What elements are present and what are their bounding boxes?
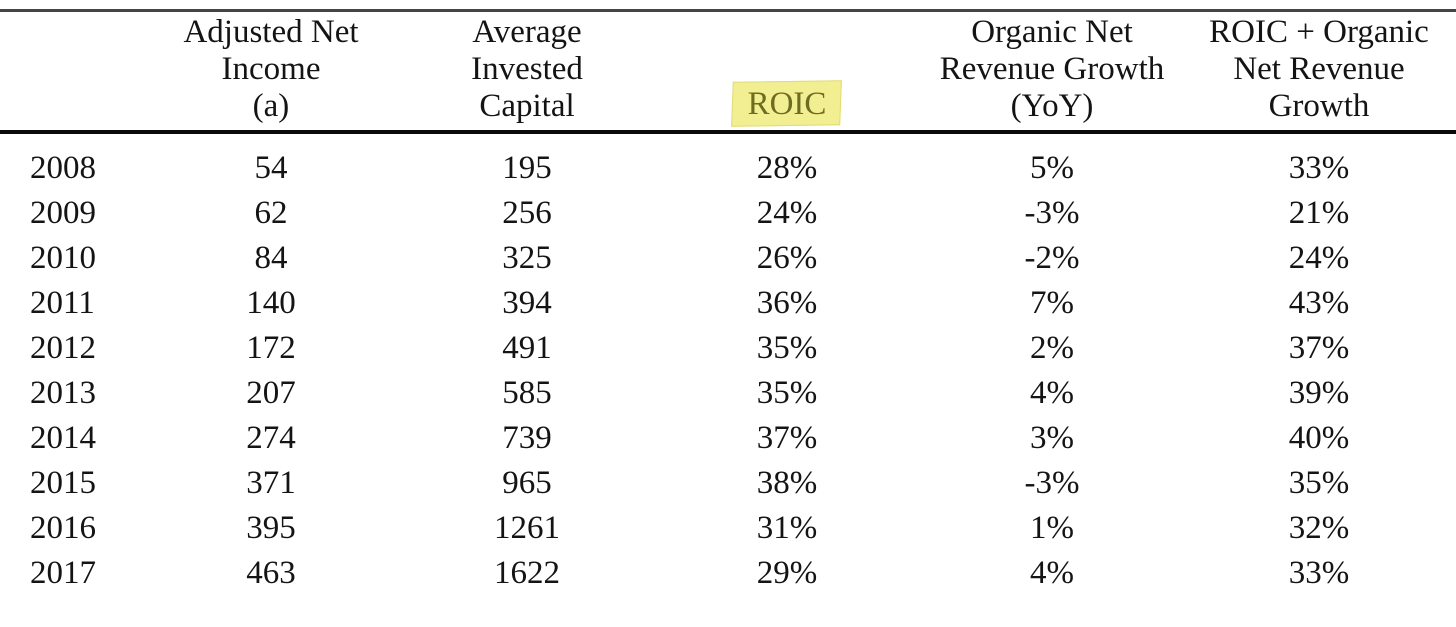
cell-year: 2008: [30, 150, 96, 186]
cell-roic: 29%: [756, 555, 818, 591]
cell-year: 2013: [30, 375, 96, 411]
cell-average-invested-capital: 1261: [494, 510, 560, 546]
cell-roic-plus-growth: 33%: [1288, 150, 1350, 186]
table-row: 2011 140 394 36% 7% 43%: [0, 281, 1456, 326]
cell-roic: 24%: [756, 195, 818, 231]
roic-highlight: ROIC: [738, 85, 837, 125]
cell-roic: 37%: [756, 420, 818, 456]
cell-roic: 35%: [756, 330, 818, 366]
header-roic: ROIC: [652, 9, 922, 134]
cell-adjusted-net-income: 371: [246, 465, 296, 501]
cell-organic-growth: 2%: [1030, 330, 1074, 366]
cell-adjusted-net-income: 463: [246, 555, 296, 591]
header-line: Adjusted Net: [183, 14, 359, 50]
cell-adjusted-net-income: 274: [246, 420, 296, 456]
header-line: Capital: [479, 88, 575, 124]
cell-roic-plus-growth: 35%: [1288, 465, 1350, 501]
cell-roic-plus-growth: 37%: [1288, 330, 1350, 366]
cell-organic-growth: 5%: [1030, 150, 1074, 186]
cell-average-invested-capital: 1622: [494, 555, 560, 591]
cell-roic-plus-growth: 21%: [1288, 195, 1350, 231]
cell-organic-growth: 1%: [1030, 510, 1074, 546]
cell-roic: 35%: [756, 375, 818, 411]
cell-roic: 36%: [756, 285, 818, 321]
header-organic-growth: Organic Net Revenue Growth (YoY): [922, 9, 1182, 134]
cell-roic: 28%: [756, 150, 818, 186]
cell-roic-plus-growth: 43%: [1288, 285, 1350, 321]
header-line: Net Revenue: [1233, 51, 1405, 87]
cell-year: 2011: [30, 285, 95, 321]
header-line: Organic Net: [971, 14, 1133, 50]
cell-roic-plus-growth: 39%: [1288, 375, 1350, 411]
header-roic-label: ROIC: [747, 86, 827, 122]
header-line: Growth: [1268, 88, 1370, 124]
cell-year: 2012: [30, 330, 96, 366]
cell-year: 2009: [30, 195, 96, 231]
cell-roic: 31%: [756, 510, 818, 546]
cell-roic-plus-growth: 40%: [1288, 420, 1350, 456]
header-line: ROIC + Organic: [1209, 14, 1429, 50]
cell-adjusted-net-income: 172: [246, 330, 296, 366]
cell-average-invested-capital: 195: [502, 150, 552, 186]
cell-adjusted-net-income: 395: [246, 510, 296, 546]
cell-adjusted-net-income: 54: [254, 150, 288, 186]
cell-organic-growth: -2%: [1024, 240, 1080, 276]
cell-average-invested-capital: 739: [502, 420, 552, 456]
cell-average-invested-capital: 394: [502, 285, 552, 321]
cell-roic-plus-growth: 32%: [1288, 510, 1350, 546]
cell-adjusted-net-income: 62: [254, 195, 288, 231]
cell-year: 2016: [30, 510, 96, 546]
header-line: Revenue Growth: [939, 51, 1165, 87]
cell-organic-growth: -3%: [1024, 465, 1080, 501]
cell-year: 2014: [30, 420, 96, 456]
table-row: 2012 172 491 35% 2% 37%: [0, 326, 1456, 371]
header-row: Adjusted Net Income (a) Average Invested…: [0, 9, 1456, 134]
header-roic-plus-growth: ROIC + Organic Net Revenue Growth: [1182, 9, 1456, 134]
cell-roic-plus-growth: 33%: [1288, 555, 1350, 591]
header-year: [0, 9, 140, 134]
cell-organic-growth: 4%: [1030, 555, 1074, 591]
table-row: 2017 463 1622 29% 4% 33%: [0, 551, 1456, 596]
header-average-invested-capital: Average Invested Capital: [402, 9, 652, 134]
cell-year: 2017: [30, 555, 96, 591]
table-row: 2010 84 325 26% -2% 24%: [0, 236, 1456, 281]
cell-average-invested-capital: 325: [502, 240, 552, 276]
cell-year: 2015: [30, 465, 96, 501]
table-row: 2014 274 739 37% 3% 40%: [0, 416, 1456, 461]
cell-average-invested-capital: 585: [502, 375, 552, 411]
roic-table: Adjusted Net Income (a) Average Invested…: [0, 9, 1456, 596]
header-adjusted-net-income: Adjusted Net Income (a): [140, 9, 402, 134]
cell-year: 2010: [30, 240, 96, 276]
cell-roic-plus-growth: 24%: [1288, 240, 1350, 276]
table-row: 2008 54 195 28% 5% 33%: [0, 132, 1456, 191]
header-line: (a): [252, 88, 290, 124]
cell-organic-growth: 4%: [1030, 375, 1074, 411]
table-row: 2013 207 585 35% 4% 39%: [0, 371, 1456, 416]
table-row: 2016 395 1261 31% 1% 32%: [0, 506, 1456, 551]
cell-organic-growth: -3%: [1024, 195, 1080, 231]
cell-adjusted-net-income: 207: [246, 375, 296, 411]
cell-organic-growth: 7%: [1030, 285, 1074, 321]
cell-organic-growth: 3%: [1030, 420, 1074, 456]
header-line: (YoY): [1010, 88, 1094, 124]
header-line: Average: [472, 14, 582, 50]
table-header: Adjusted Net Income (a) Average Invested…: [0, 9, 1456, 134]
header-line: Income: [221, 51, 321, 87]
cell-roic: 38%: [756, 465, 818, 501]
cell-adjusted-net-income: 140: [246, 285, 296, 321]
table-row: 2009 62 256 24% -3% 21%: [0, 191, 1456, 236]
table-row: 2015 371 965 38% -3% 35%: [0, 461, 1456, 506]
cell-average-invested-capital: 491: [502, 330, 552, 366]
table-body: 2008 54 195 28% 5% 33% 2009 62 256 24% -…: [0, 132, 1456, 596]
cell-average-invested-capital: 965: [502, 465, 552, 501]
cell-adjusted-net-income: 84: [254, 240, 288, 276]
cell-average-invested-capital: 256: [502, 195, 552, 231]
header-line: Invested: [471, 51, 583, 87]
cell-roic: 26%: [756, 240, 818, 276]
